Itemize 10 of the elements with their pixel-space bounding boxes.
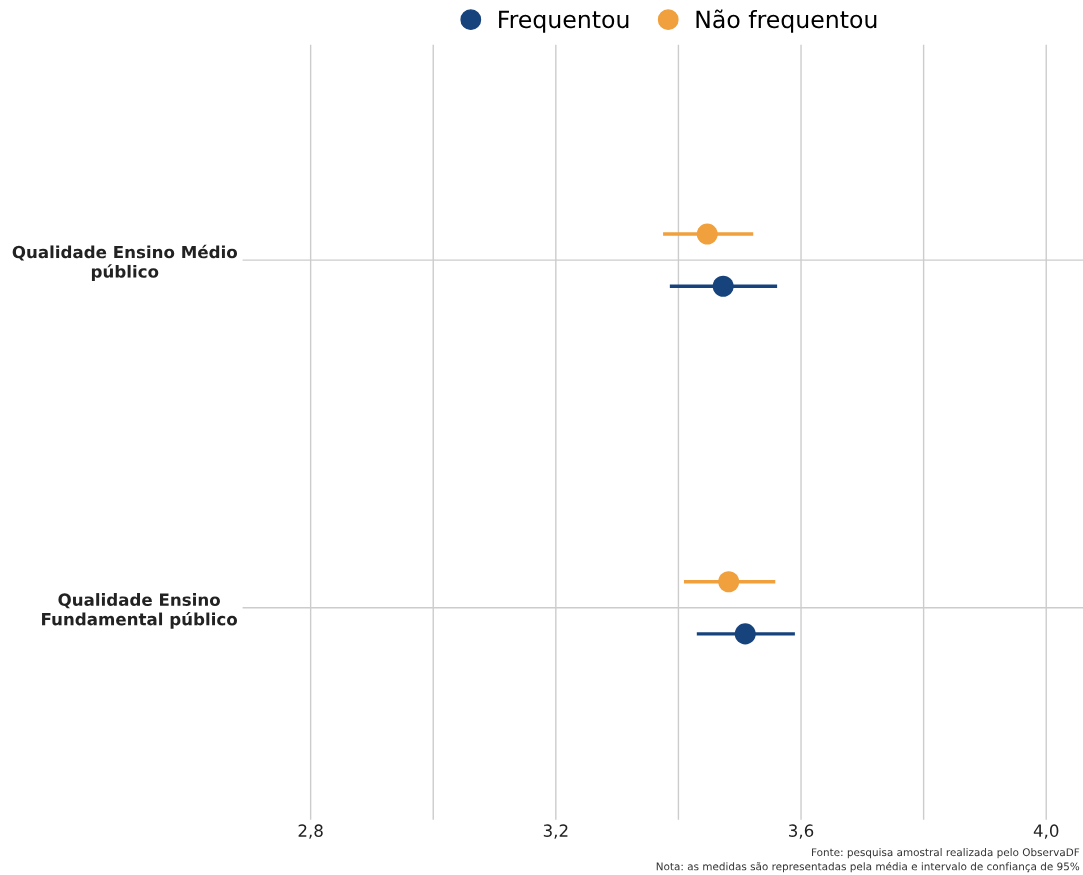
legend-label: Não frequentou <box>696 9 877 33</box>
legend-label: Frequentou <box>499 10 629 33</box>
text: Nota: as medidas são representadas pela média e intervalo de confiança de 95% <box>656 861 1080 873</box>
x-tick-label: 3,2 <box>543 824 568 839</box>
x-tick-label: 3,6 <box>789 824 814 839</box>
x-tick-label: 2,8 <box>298 824 323 839</box>
y-tick-label: Qualidade Ensino Médio público <box>12 244 238 282</box>
x-tick-label: 4,0 <box>1033 824 1059 839</box>
source-note: Fonte: pesquisa amostral realizada pelo ObservaDF <box>812 848 1080 859</box>
y-tick-label: Qualidade Ensino Fundamental público <box>42 593 238 629</box>
